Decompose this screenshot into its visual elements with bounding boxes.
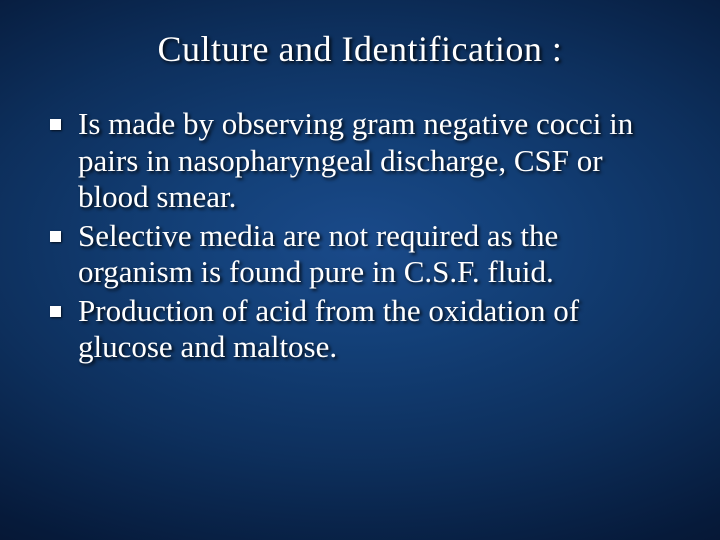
bullet-text: Selective media are not required as the … [78, 218, 558, 290]
list-item: Is made by observing gram negative cocci… [78, 106, 670, 216]
slide-title: Culture and Identification : [50, 28, 670, 70]
bullet-text: Production of acid from the oxidation of… [78, 293, 579, 365]
square-bullet-icon [50, 119, 61, 130]
square-bullet-icon [50, 231, 61, 242]
list-item: Selective media are not required as the … [78, 218, 670, 291]
list-item: Production of acid from the oxidation of… [78, 293, 670, 366]
bullet-list: Is made by observing gram negative cocci… [50, 106, 670, 366]
bullet-text: Is made by observing gram negative cocci… [78, 106, 633, 214]
square-bullet-icon [50, 306, 61, 317]
slide-container: Culture and Identification : Is made by … [0, 0, 720, 540]
